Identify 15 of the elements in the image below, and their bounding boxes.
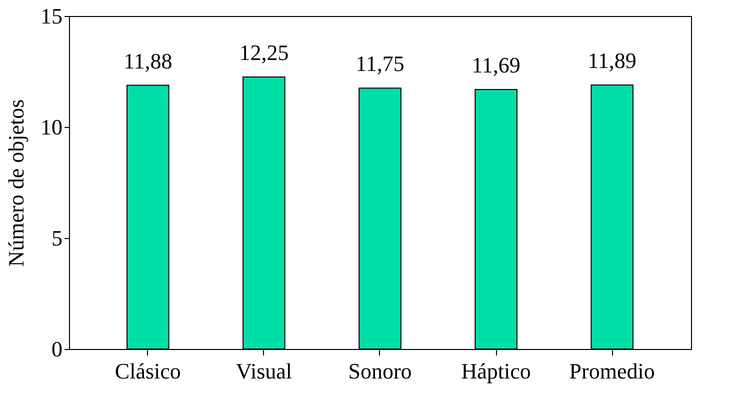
x-tick-label: Háptico — [461, 358, 531, 384]
x-tick-label: Visual — [236, 358, 292, 384]
data-label: 11,69 — [472, 52, 520, 78]
data-label: 12,25 — [239, 40, 289, 66]
y-tick-label: 5 — [52, 226, 62, 250]
y-tick-label: 0 — [52, 336, 62, 362]
y-tick-label: 15 — [40, 4, 62, 28]
data-label: 11,88 — [124, 48, 172, 74]
y-axis-title: Número de objetos — [4, 99, 28, 267]
x-tick-label: Sonoro — [348, 358, 412, 384]
y-tick-label: 10 — [40, 114, 62, 140]
x-tick-label: Promedio — [569, 358, 655, 384]
data-label: 11,75 — [356, 51, 404, 76]
x-tick-label: Clásico — [114, 358, 181, 384]
data-label: 11,89 — [588, 48, 636, 74]
